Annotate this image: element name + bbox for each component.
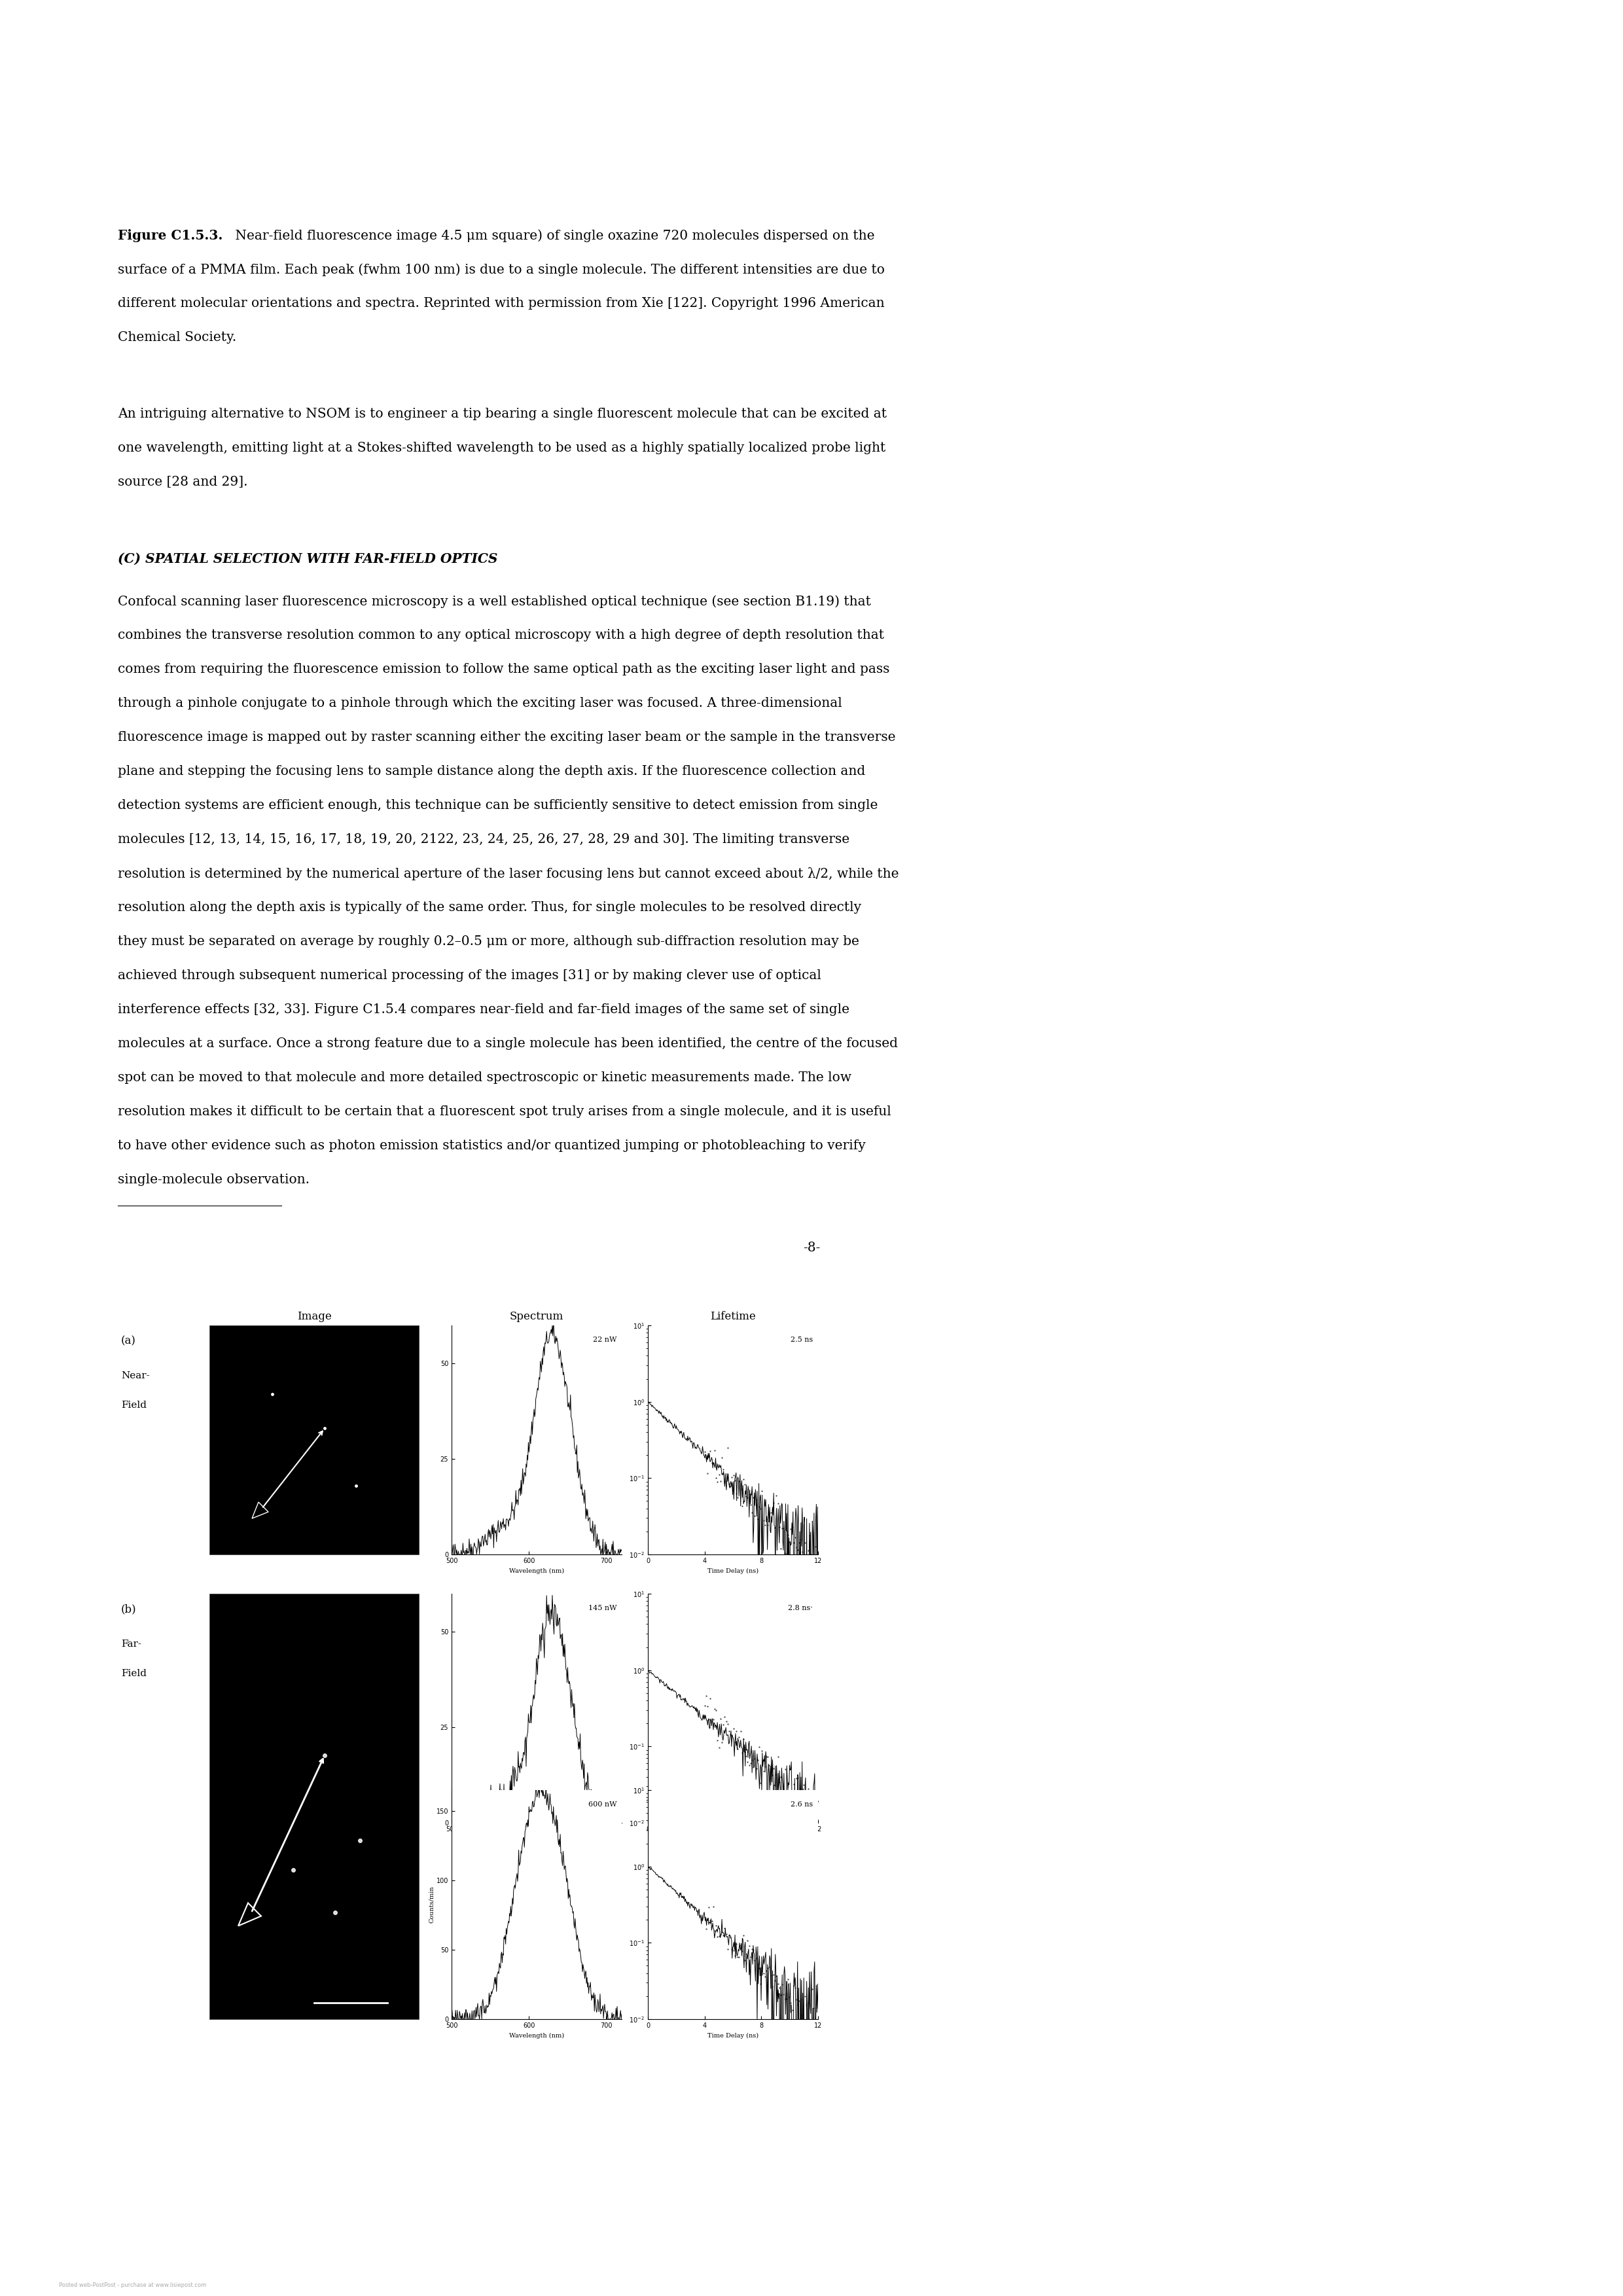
Text: molecules at a surface. Once a strong feature due to a single molecule has been : molecules at a surface. Once a strong fe… [118, 1038, 898, 1049]
Text: 2.8 ns·: 2.8 ns· [789, 1605, 813, 1612]
Text: molecules [12, 13, 14, 15, 16, 17, 18, 19, 20, 2122, 23, 24, 25, 26, 27, 28, 29 : molecules [12, 13, 14, 15, 16, 17, 18, 1… [118, 833, 849, 845]
Text: resolution along the depth axis is typically of the same order. Thus, for single: resolution along the depth axis is typic… [118, 902, 862, 914]
Text: -8-: -8- [803, 1242, 820, 1254]
Text: different molecular orientations and spectra. Reprinted with permission from Xie: different molecular orientations and spe… [118, 296, 885, 310]
Text: Far-: Far- [122, 1639, 141, 1649]
Text: 2.5 ns: 2.5 ns [790, 1336, 813, 1343]
Text: Chemical Society.: Chemical Society. [118, 331, 237, 344]
Text: Posted web-PostPost - purchase at www.lisiepost.com: Posted web-PostPost - purchase at www.li… [58, 2282, 206, 2289]
Text: Spectrum: Spectrum [510, 1311, 563, 1322]
X-axis label: Time Delay (ns): Time Delay (ns) [708, 2032, 758, 2039]
Text: (C) SPATIAL SELECTION WITH FAR-FIELD OPTICS: (C) SPATIAL SELECTION WITH FAR-FIELD OPT… [118, 553, 498, 565]
Text: Field: Field [122, 1669, 146, 1678]
Text: (b): (b) [122, 1603, 136, 1614]
Text: to have other evidence such as photon emission statistics and/or quantized jumpi: to have other evidence such as photon em… [118, 1139, 865, 1153]
Text: interference effects [32, 33]. Figure C1.5.4 compares near-field and far-field i: interference effects [32, 33]. Figure C1… [118, 1003, 849, 1015]
Text: resolution is determined by the numerical aperture of the laser focusing lens bu: resolution is determined by the numerica… [118, 868, 899, 879]
Bar [209, 1325, 419, 1554]
Text: source [28 and 29].: source [28 and 29]. [118, 475, 248, 489]
Text: comes from requiring the fluorescence emission to follow the same optical path a: comes from requiring the fluorescence em… [118, 664, 889, 675]
Text: Image: Image [297, 1311, 331, 1322]
Text: 1 μm: 1 μm [398, 1998, 419, 2007]
Text: Near-field fluorescence image 4.5 μm square) of single oxazine 720 molecules dis: Near-field fluorescence image 4.5 μm squ… [230, 230, 875, 241]
Text: detection systems are efficient enough, this technique can be sufficiently sensi: detection systems are efficient enough, … [118, 799, 878, 810]
Text: An intriguing alternative to NSOM is to engineer a tip bearing a single fluoresc: An intriguing alternative to NSOM is to … [118, 409, 886, 420]
Text: combines the transverse resolution common to any optical microscopy with a high : combines the transverse resolution commo… [118, 629, 885, 641]
Text: Near-: Near- [122, 1371, 149, 1380]
Text: Figure C1.5.3.: Figure C1.5.3. [118, 230, 222, 241]
Text: Confocal scanning laser fluorescence microscopy is a well established optical te: Confocal scanning laser fluorescence mic… [118, 595, 872, 608]
Text: Field: Field [122, 1401, 146, 1410]
Bar [209, 1593, 419, 2018]
Text: (a): (a) [122, 1336, 136, 1345]
Text: one wavelength, emitting light at a Stokes-shifted wavelength to be used as a hi: one wavelength, emitting light at a Stok… [118, 441, 886, 455]
Text: 2.6 ns: 2.6 ns [790, 1802, 813, 1807]
X-axis label: Wavelength (nm): Wavelength (nm) [510, 2032, 565, 2039]
Text: plane and stepping the focusing lens to sample distance along the depth axis. If: plane and stepping the focusing lens to … [118, 765, 865, 778]
X-axis label: Wavelength (nm): Wavelength (nm) [510, 1568, 565, 1573]
Text: fluorescence image is mapped out by raster scanning either the exciting laser be: fluorescence image is mapped out by rast… [118, 730, 896, 744]
Text: spot can be moved to that molecule and more detailed spectroscopic or kinetic me: spot can be moved to that molecule and m… [118, 1072, 852, 1084]
Y-axis label: Counts/min: Counts/min [428, 1885, 435, 1924]
Text: 145 nW: 145 nW [588, 1605, 617, 1612]
Text: resolution makes it difficult to be certain that a fluorescent spot truly arises: resolution makes it difficult to be cert… [118, 1104, 891, 1118]
Text: single-molecule observation.: single-molecule observation. [118, 1173, 310, 1187]
Text: through a pinhole conjugate to a pinhole through which the exciting laser was fo: through a pinhole conjugate to a pinhole… [118, 698, 842, 709]
Text: Lifetime: Lifetime [711, 1311, 756, 1322]
Text: 600 nW: 600 nW [588, 1802, 617, 1807]
Text: they must be separated on average by roughly 0.2–0.5 μm or more, although sub-di: they must be separated on average by rou… [118, 934, 859, 948]
X-axis label: Time Delay (ns): Time Delay (ns) [708, 1568, 758, 1573]
Text: surface of a PMMA film. Each peak (fwhm 100 nm) is due to a single molecule. The: surface of a PMMA film. Each peak (fwhm … [118, 264, 885, 276]
Text: 22 nW: 22 nW [592, 1336, 617, 1343]
Text: achieved through subsequent numerical processing of the images [31] or by making: achieved through subsequent numerical pr… [118, 969, 821, 983]
